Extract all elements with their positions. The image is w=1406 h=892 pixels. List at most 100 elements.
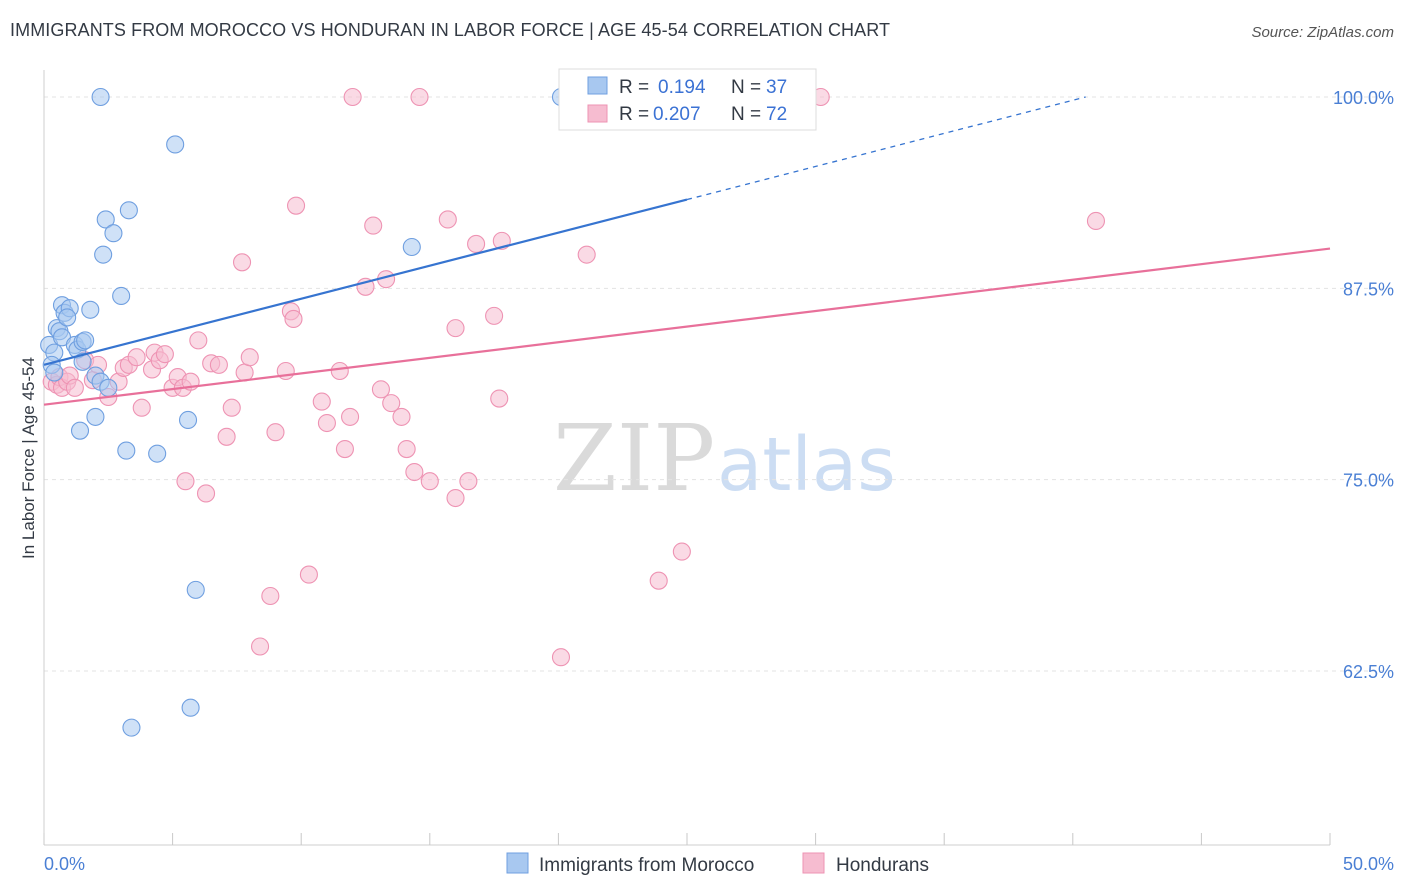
bottom-legend-swatch-hondurans: [802, 852, 825, 874]
hondurans-point: [371, 380, 390, 399]
hondurans-point: [232, 253, 252, 272]
gridlines: [44, 96, 1394, 672]
morocco-point: [45, 363, 64, 382]
hondurans-point: [132, 398, 151, 417]
hondurans-point: [551, 648, 571, 667]
hondurans-point: [250, 637, 270, 656]
legend-n-label-morocco: N =: [731, 77, 761, 98]
morocco-point: [117, 441, 136, 460]
y-tick-label: 100.0%: [1333, 88, 1394, 108]
hondurans-point: [649, 571, 668, 590]
legend-r-value-morocco: 0.194: [658, 77, 706, 98]
morocco-point: [186, 580, 205, 599]
morocco-point: [94, 245, 113, 264]
hondurans-point: [330, 361, 349, 381]
morocco-point: [112, 286, 131, 306]
hondurans-point: [240, 348, 259, 367]
morocco-point: [119, 201, 138, 220]
hondurans-point: [299, 565, 318, 584]
bottom-legend-label-hondurans: Hondurans: [836, 855, 929, 876]
hondurans-point: [446, 488, 465, 508]
morocco-point: [402, 237, 421, 257]
y-tick-label: 75.0%: [1343, 471, 1394, 491]
hondurans-point: [312, 392, 331, 411]
hondurans-point: [217, 427, 236, 446]
morocco-point: [166, 135, 185, 154]
bottom-legend-swatch-morocco: [506, 852, 529, 874]
morocco-point: [76, 331, 95, 350]
morocco-point: [91, 87, 110, 107]
hondurans-point: [196, 484, 216, 503]
hondurans-point: [235, 363, 254, 382]
series-legend: Immigrants from Morocco Hondurans: [506, 852, 929, 876]
hondurans-point: [127, 348, 146, 367]
morocco-point: [178, 410, 198, 430]
hondurans-point: [490, 389, 509, 408]
hondurans-point: [459, 472, 478, 491]
hondurans-point: [364, 216, 383, 235]
hondurans-point: [335, 440, 354, 459]
hondurans-point: [577, 245, 596, 264]
morocco-point: [96, 210, 115, 229]
legend-swatch-morocco: [587, 76, 608, 95]
bottom-legend-label-morocco: Immigrants from Morocco: [539, 855, 754, 876]
hondurans-point: [446, 319, 465, 338]
hondurans-point: [266, 423, 285, 442]
series-hondurans-points: [42, 87, 1105, 667]
morocco-point: [99, 378, 118, 397]
hondurans-point: [317, 413, 336, 433]
y-axis-label: In Labor Force | Age 45-54: [19, 357, 38, 559]
legend-r-label-morocco: R =: [619, 77, 649, 98]
morocco-point: [58, 308, 77, 327]
x-axis-ticks: [43, 833, 1331, 845]
hondurans-point: [438, 210, 457, 229]
hondurans-point: [222, 398, 241, 417]
x-tick-label-max: 50.0%: [1343, 854, 1394, 874]
hondurans-point: [397, 440, 416, 459]
hondurans-point: [65, 378, 84, 397]
legend-swatch-hondurans: [587, 104, 608, 123]
morocco-trend-extension: [686, 96, 1086, 201]
morocco-point: [81, 300, 100, 319]
x-tick-label-min: 0.0%: [44, 854, 85, 874]
hondurans-point: [382, 394, 401, 413]
watermark-atlas: atlas: [717, 422, 896, 508]
hondurans-point: [343, 87, 362, 107]
hondurans-point: [405, 462, 424, 482]
hondurans-point: [392, 407, 411, 426]
hondurans-point: [341, 407, 360, 426]
y-tick-labels: 62.5% 75.0% 87.5% 100.0%: [1333, 88, 1394, 682]
hondurans-point: [189, 331, 208, 350]
hondurans-point: [155, 345, 174, 364]
hondurans-point: [467, 234, 486, 253]
hondurans-point: [485, 306, 504, 325]
hondurans-point: [420, 472, 439, 491]
morocco-point: [70, 421, 90, 440]
trend-lines: [43, 96, 1331, 406]
morocco-point: [122, 718, 141, 737]
series-morocco-points: [40, 87, 571, 737]
morocco-point: [86, 407, 105, 426]
morocco-trend-line: [43, 198, 688, 366]
morocco-point: [73, 352, 92, 371]
correlation-legend: R = 0.194 N = 37 R = 0.207 N = 72: [558, 68, 817, 131]
hondurans-point: [261, 586, 280, 606]
legend-n-value-morocco: 37: [766, 77, 787, 98]
legend-r-value-hondurans: 0.207: [653, 104, 701, 125]
chart-title: IMMIGRANTS FROM MOROCCO VS HONDURAN IN L…: [10, 20, 891, 40]
y-tick-label: 62.5%: [1343, 662, 1394, 682]
legend-r-label-hondurans: R =: [619, 104, 649, 125]
morocco-point: [104, 224, 123, 243]
hondurans-point: [672, 542, 691, 561]
morocco-point: [181, 698, 200, 717]
hondurans-point: [287, 196, 306, 215]
source-credit: Source: ZipAtlas.com: [1251, 24, 1394, 41]
hondurans-point: [209, 355, 228, 374]
legend-n-label-hondurans: N =: [731, 104, 761, 125]
morocco-point: [148, 444, 167, 463]
hondurans-point: [284, 309, 303, 328]
hondurans-trend-line: [43, 247, 1331, 406]
hondurans-point: [176, 472, 195, 491]
watermark: ZIP atlas: [553, 405, 896, 512]
